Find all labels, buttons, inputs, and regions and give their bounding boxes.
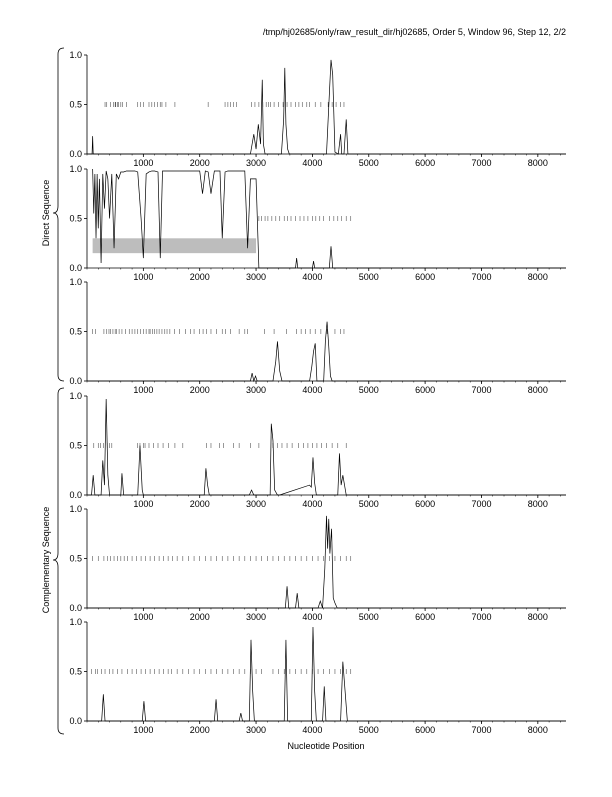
x-tick-label: 6000 [415,272,435,282]
series-line [87,626,566,722]
y-tick-label: 0.0 [69,263,82,273]
series-line [92,168,566,269]
y-tick-label: 0.0 [69,716,82,726]
x-tick-label: 7000 [471,158,491,168]
x-tick-label: 5000 [359,612,379,622]
series-line [87,321,566,383]
x-tick-label: 8000 [528,612,548,622]
panel-direct-3: 0.0 0.5 1.0 1000 2000 3000 4000 5000 6000 7000 800… [69,277,566,395]
x-tick-label: 8000 [528,499,548,509]
y-tick-label: 1.0 [69,391,82,401]
x-tick-label: 8000 [528,158,548,168]
panel-complementary-1: 0.0 0.5 1.0 1000 2000 3000 4000 5000 6000 7000 800… [69,391,566,509]
x-tick-label: 4000 [302,725,322,735]
x-tick-label: 5000 [359,499,379,509]
x-tick-label: 7000 [471,612,491,622]
x-axis-label: Nucleotide Position [287,741,364,751]
y-tick-label: 0.0 [69,376,82,386]
x-tick-label: 5000 [359,725,379,735]
x-tick-label: 1000 [133,385,153,395]
complementary-group-label: Complementary Sequence [41,507,51,614]
x-tick-label: 5000 [359,385,379,395]
x-tick-label: 1000 [133,725,153,735]
x-tick-label: 6000 [415,725,435,735]
y-tick-label: 0.5 [69,554,82,564]
panel-complementary-3: 0.0 0.5 1.0 1000 2000 3000 4000 5000 6000 7000 800… [69,617,566,735]
x-tick-label: 4000 [302,158,322,168]
y-tick-label: 1.0 [69,50,82,60]
x-tick-label: 1000 [133,272,153,282]
y-tick-label: 0.5 [69,100,82,110]
y-tick-label: 0.0 [69,603,82,613]
y-tick-label: 0.5 [69,214,82,224]
y-tick-label: 1.0 [69,617,82,627]
panel-direct-2: 0.0 0.5 1.0 1000 2000 3000 4000 5000 6000 7000 800… [69,164,566,282]
panels: 0.0 0.5 1.0 1000 2000 3000 4000 5000 6000 7000 800… [69,50,566,735]
y-tick-label: 0.0 [69,149,82,159]
complementary-group-brace [52,387,65,735]
x-tick-label: 1000 [133,612,153,622]
x-tick-label: 4000 [302,272,322,282]
series-line [87,398,566,496]
x-tick-label: 3000 [246,272,266,282]
x-tick-label: 2000 [190,725,210,735]
x-tick-label: 2000 [190,612,210,622]
y-tick-label: 0.5 [69,441,82,451]
x-tick-label: 6000 [415,385,435,395]
x-tick-label: 7000 [471,725,491,735]
y-tick-label: 0.0 [69,490,82,500]
x-tick-label: 8000 [528,385,548,395]
x-tick-label: 2000 [190,385,210,395]
x-tick-label: 7000 [471,385,491,395]
series-line [87,59,566,155]
x-tick-label: 3000 [246,158,266,168]
x-tick-label: 3000 [246,612,266,622]
x-tick-label: 5000 [359,272,379,282]
direct-group-brace [52,47,65,382]
x-tick-label: 3000 [246,385,266,395]
series-line [87,515,566,609]
x-tick-label: 7000 [471,499,491,509]
y-tick-label: 1.0 [69,504,82,514]
x-tick-label: 1000 [133,499,153,509]
x-tick-label: 5000 [359,158,379,168]
x-tick-label: 2000 [190,272,210,282]
y-tick-label: 1.0 [69,277,82,287]
y-tick-label: 1.0 [69,164,82,174]
x-tick-label: 2000 [190,499,210,509]
x-tick-label: 4000 [302,612,322,622]
x-tick-label: 4000 [302,385,322,395]
x-tick-label: 3000 [246,499,266,509]
direct-group-label: Direct Sequence [41,180,51,247]
panel-direct-1: 0.0 0.5 1.0 1000 2000 3000 4000 5000 6000 7000 800… [69,50,566,168]
x-tick-label: 6000 [415,158,435,168]
x-tick-label: 6000 [415,499,435,509]
x-tick-label: 2000 [190,158,210,168]
highlight-band [92,238,257,254]
x-tick-label: 7000 [471,272,491,282]
x-tick-label: 8000 [528,272,548,282]
x-tick-label: 8000 [528,725,548,735]
x-tick-label: 6000 [415,612,435,622]
y-tick-label: 0.5 [69,667,82,677]
panel-complementary-2: 0.0 0.5 1.0 1000 2000 3000 4000 5000 6000 7000 800… [69,504,566,622]
figure-title: /tmp/hj02685/only/raw_result_dir/hj02685… [263,27,566,37]
x-tick-label: 4000 [302,499,322,509]
x-tick-label: 3000 [246,725,266,735]
y-tick-label: 0.5 [69,327,82,337]
x-tick-label: 1000 [133,158,153,168]
